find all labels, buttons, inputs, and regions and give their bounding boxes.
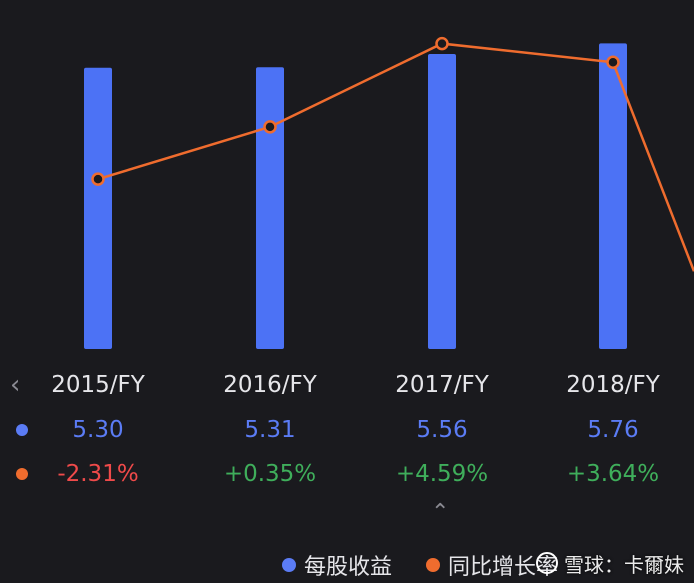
eps-value: 5.76 — [587, 417, 639, 443]
chevron-left-icon[interactable]: ‹ — [10, 370, 21, 400]
category-label: 2015/FY — [51, 372, 145, 398]
eps-bar[interactable] — [599, 43, 627, 349]
watermark: 雪球：卡爾妹 — [536, 548, 684, 578]
eps-value: 5.56 — [416, 417, 468, 443]
growth-series-dot — [16, 468, 28, 480]
growth-point[interactable] — [263, 120, 277, 134]
growth-value: +4.59% — [395, 461, 489, 487]
growth-value: +3.64% — [566, 461, 660, 487]
eps-bar[interactable] — [84, 67, 112, 350]
legend-dot-growth — [426, 558, 441, 572]
eps-bar[interactable] — [256, 67, 284, 349]
growth-row: -2.31% +0.35% +4.59% +3.64% — [0, 454, 694, 494]
eps-value: 5.30 — [72, 417, 124, 443]
chart-plot — [84, 36, 694, 350]
chevron-up-icon[interactable]: ⌃ — [431, 500, 450, 525]
growth-point[interactable] — [435, 36, 449, 51]
snowball-logo-icon — [536, 552, 558, 574]
category-label: 2016/FY — [223, 372, 317, 398]
eps-bar[interactable] — [428, 53, 456, 349]
category-row: 2015/FY 2016/FY 2017/FY 2018/FY — [0, 365, 694, 405]
eps-row: 5.30 5.31 5.56 5.76 — [0, 410, 694, 450]
legend-label-eps: 每股收益 — [304, 555, 393, 580]
legend-item-eps[interactable]: 每股收益 — [282, 549, 392, 581]
eps-value: 5.31 — [244, 417, 296, 443]
growth-value: -2.31% — [57, 461, 139, 487]
category-label: 2017/FY — [395, 372, 489, 398]
eps-series-dot — [16, 424, 28, 436]
legend-dot-eps — [282, 558, 296, 572]
growth-value: +0.35% — [223, 461, 317, 487]
growth-point[interactable] — [91, 172, 105, 186]
category-label: 2018/FY — [566, 372, 660, 398]
legend: 每股收益 同比增长率 — [282, 548, 558, 582]
growth-point[interactable] — [606, 55, 620, 69]
watermark-text: 雪球：卡爾妹 — [564, 552, 684, 577]
